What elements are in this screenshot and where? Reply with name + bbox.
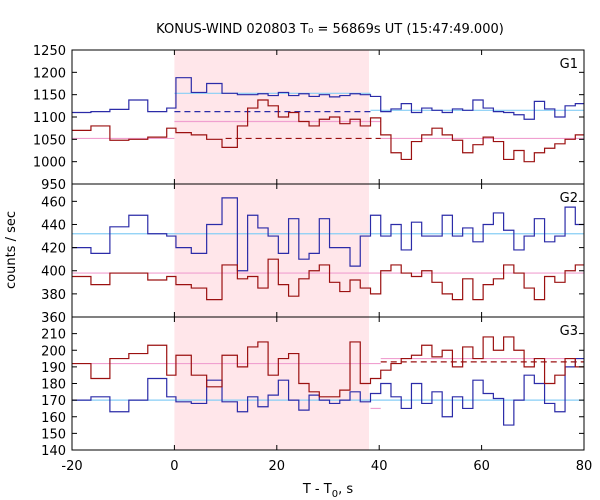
- y-tick-label: 1000: [33, 156, 66, 171]
- x-tick-label: 60: [473, 459, 490, 474]
- y-tick-label: 1050: [33, 133, 66, 148]
- x-axis-label-main: T - T: [302, 482, 332, 497]
- y-tick-label: 950: [41, 178, 66, 193]
- y-tick-label: 380: [41, 288, 66, 303]
- x-tick-label: 40: [371, 459, 388, 474]
- x-axis: -20 0 20 40 60 80: [61, 459, 592, 474]
- panels: 950 1000 1050 1100 1150 1200 1250 G1 360 380 400 42…: [33, 44, 585, 459]
- x-axis-label-tail: , s: [338, 482, 353, 497]
- y-tick-label: 1150: [33, 89, 66, 104]
- y-tick-label: 140: [41, 444, 66, 459]
- series-blue: [72, 357, 584, 426]
- y-tick-label: 1200: [33, 66, 66, 81]
- series-red: [72, 258, 584, 301]
- y-tick-label: 440: [41, 218, 66, 233]
- panel-label: G3: [560, 324, 578, 339]
- panel-g1: 950 1000 1050 1100 1150 1200 1250 G1: [33, 44, 585, 193]
- x-tick-label: 0: [170, 459, 178, 474]
- y-tick-label: 150: [41, 427, 66, 442]
- series-blue: [72, 77, 584, 120]
- y-axis-label: counts / sec: [4, 211, 19, 289]
- shaded-interval: [174, 184, 369, 317]
- y-tick-label: 210: [41, 328, 66, 343]
- panel-label: G1: [560, 57, 578, 72]
- panel-label: G2: [560, 191, 578, 206]
- y-tick-label: 200: [41, 344, 66, 359]
- series-red: [72, 99, 584, 163]
- shaded-interval: [174, 317, 369, 450]
- series-red: [72, 336, 584, 398]
- x-axis-label: T - T0, s: [302, 482, 353, 500]
- x-tick-label: 20: [269, 459, 286, 474]
- y-tick-label: 160: [41, 411, 66, 426]
- x-tick-label: -20: [61, 459, 82, 474]
- y-tick-label: 190: [41, 361, 66, 376]
- y-tick-label: 180: [41, 378, 66, 393]
- y-tick-label: 1100: [33, 111, 66, 126]
- series-blue: [72, 197, 584, 272]
- y-tick-label: 1250: [33, 44, 66, 59]
- y-tick-label: 360: [41, 311, 66, 326]
- x-axis-label-subscript: 0: [332, 489, 338, 500]
- y-tick-label: 170: [41, 394, 66, 409]
- y-tick-label: 460: [41, 195, 66, 210]
- y-tick-label: 400: [41, 265, 66, 280]
- y-tick-label: 420: [41, 242, 66, 257]
- x-tick-label: 80: [576, 459, 593, 474]
- panel-g2: 360 380 400 420 440 460 G2: [41, 183, 585, 326]
- chart-title: KONUS-WIND 020803 T₀ = 56869s UT (15:47:…: [156, 22, 504, 37]
